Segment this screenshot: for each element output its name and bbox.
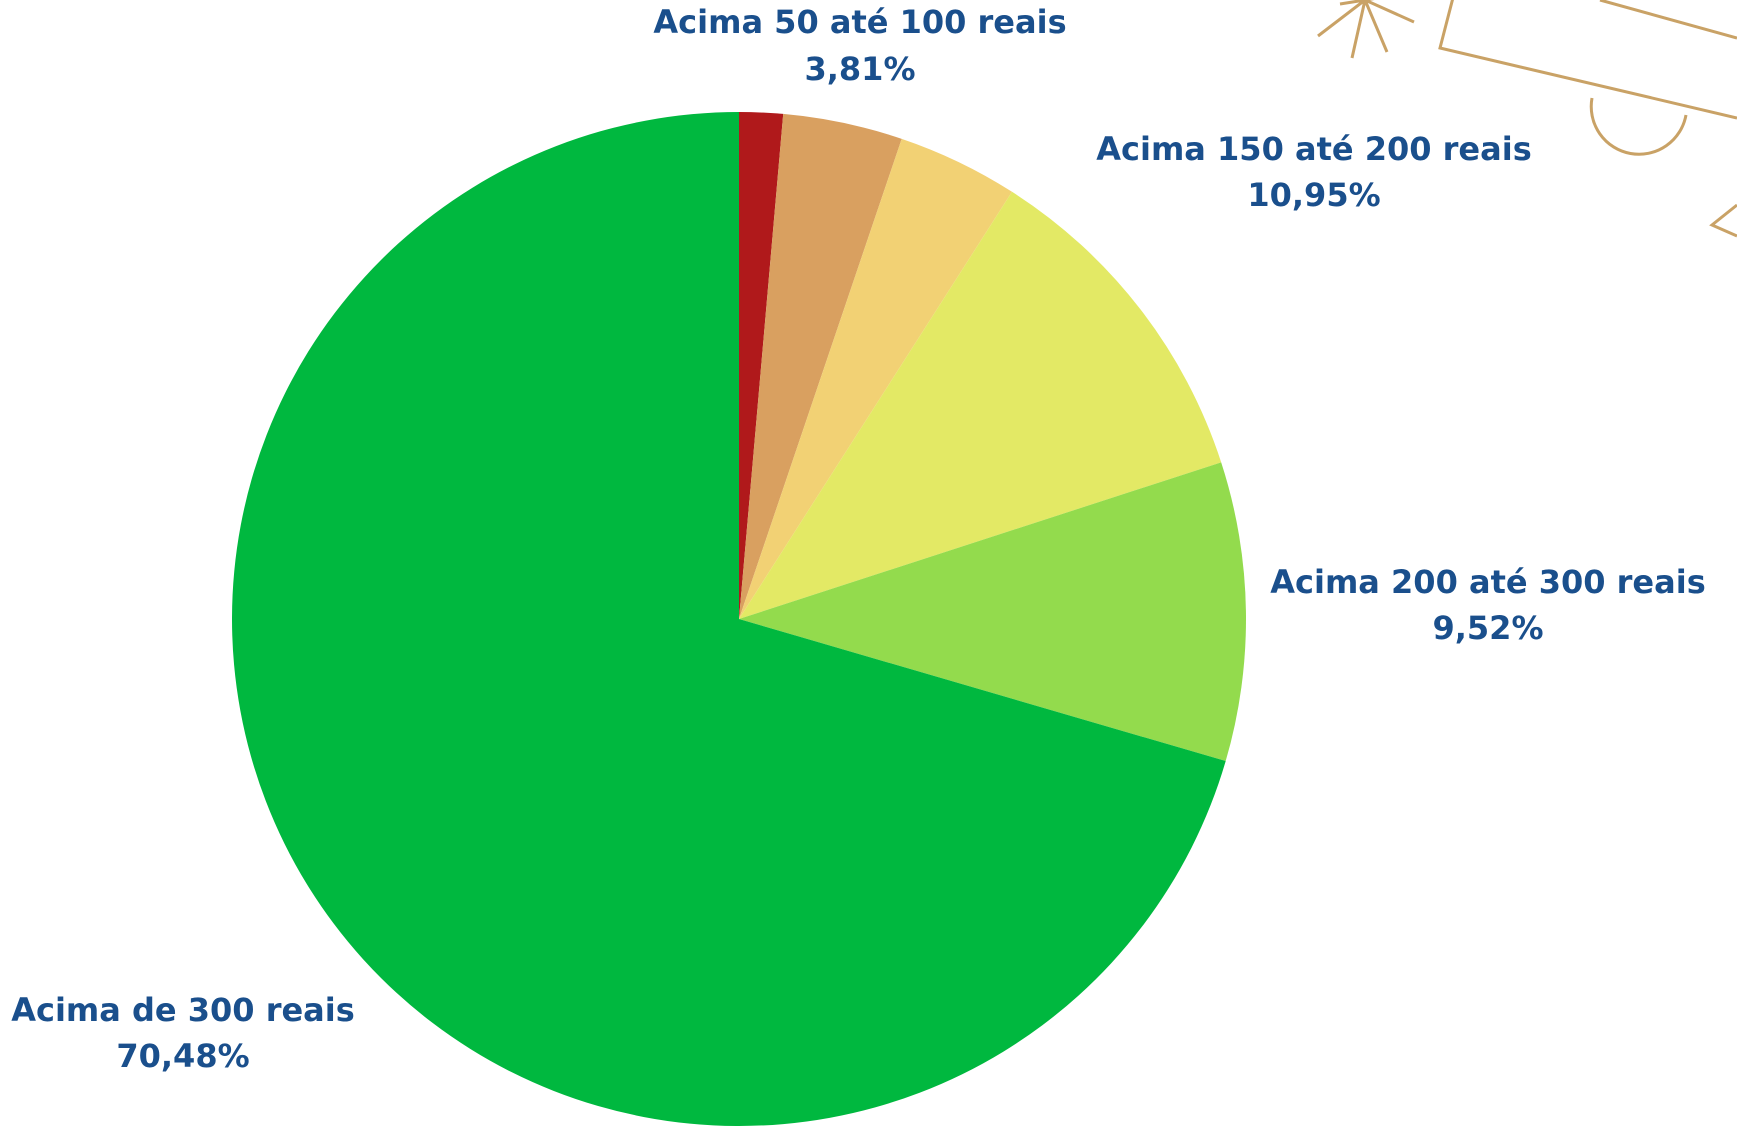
value-label: 10,95% xyxy=(1247,176,1380,214)
value-label: 3,81% xyxy=(804,50,915,88)
slice-label: Acima de 300 reais xyxy=(11,991,355,1029)
slice-label: Acima 150 até 200 reais xyxy=(1096,130,1531,168)
value-label: 9,52% xyxy=(1432,609,1543,647)
page: Acima 50 até 100 reais 3,81% Acima 150 até… xyxy=(0,0,1737,1127)
slice-label: Acima 50 até 100 reais xyxy=(653,3,1066,41)
chart: Acima 50 até 100 reais 3,81% Acima 150 até… xyxy=(0,0,1737,1127)
value-label: 70,48% xyxy=(116,1037,249,1075)
decoration xyxy=(1318,0,1737,236)
slice-label: Acima 200 até 300 reais xyxy=(1270,563,1705,601)
